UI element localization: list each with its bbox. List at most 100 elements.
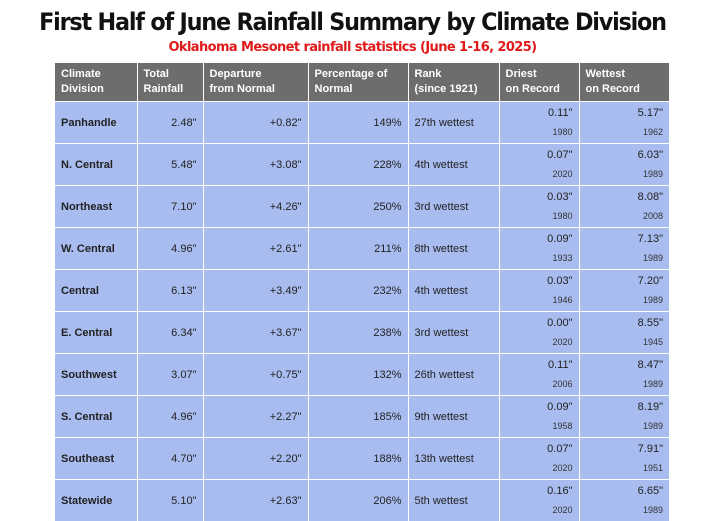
cell-driest: 0.03" 1946 [499,270,579,312]
cell-total-rainfall: 7.10" [137,186,203,228]
driest-value: 0.03" [506,190,573,205]
cell-departure: +2.63" [203,480,308,521]
cell-rank: 27th wettest [408,102,499,144]
cell-rank: 3rd wettest [408,312,499,354]
cell-wettest: 7.13"1989 [579,228,669,270]
cell-total-rainfall: 2.48" [137,102,203,144]
cell-division: Southwest [55,354,137,396]
driest-year: 1933 [506,251,573,265]
cell-percentage: 149% [308,102,408,144]
cell-wettest: 6.65" 1989 [579,480,669,521]
wettest-year: 1945 [586,335,664,349]
cell-percentage: 228% [308,144,408,186]
cell-division: Statewide [55,480,137,521]
cell-wettest: 8.55" 1945 [579,312,669,354]
wettest-value: 7.20" [586,274,664,289]
cell-division: E. Central [55,312,137,354]
wettest-value: 6.65" [586,484,664,499]
cell-driest: 0.09"1958 [499,396,579,438]
cell-division: Southeast [55,438,137,480]
cell-total-rainfall: 6.13" [137,270,203,312]
cell-wettest: 7.91"1951 [579,438,669,480]
wettest-value: 8.47" [586,358,664,373]
wettest-value: 8.19" [586,400,664,415]
cell-total-rainfall: 4.96" [137,396,203,438]
cell-rank: 9th wettest [408,396,499,438]
cell-division: S. Central [55,396,137,438]
cell-departure: +0.75" [203,354,308,396]
cell-departure: +4.26" [203,186,308,228]
cell-departure: +2.20" [203,438,308,480]
wettest-value: 6.03" [586,148,664,163]
cell-departure: +3.49" [203,270,308,312]
cell-division: N. Central [55,144,137,186]
wettest-year: 1989 [586,503,664,517]
cell-wettest: 8.19" 1989 [579,396,669,438]
page-subtitle: Oklahoma Mesonet rainfall statistics (Ju… [0,39,705,57]
wettest-year: 1989 [586,167,664,181]
cell-percentage: 188% [308,438,408,480]
driest-value: 0.11" [506,358,573,373]
cell-departure: +0.82" [203,102,308,144]
cell-total-rainfall: 3.07" [137,354,203,396]
cell-percentage: 132% [308,354,408,396]
driest-year: 1980 [506,209,573,223]
driest-value: 0.09" [506,400,573,415]
cell-departure: +2.61" [203,228,308,270]
driest-year: 1946 [506,293,573,307]
cell-driest: 0.11"1980 [499,102,579,144]
driest-year: 1980 [506,125,573,139]
cell-rank: 3rd wettest [408,186,499,228]
cell-total-rainfall: 5.48" [137,144,203,186]
cell-departure: +3.08" [203,144,308,186]
driest-value: 0.03" [506,274,573,289]
driest-value: 0.16" [506,484,573,499]
cell-percentage: 206% [308,480,408,521]
cell-driest: 0.09" 1933 [499,228,579,270]
wettest-year: 1989 [586,419,664,433]
cell-division: Northeast [55,186,137,228]
wettest-value: 5.17" [586,106,664,121]
cell-percentage: 250% [308,186,408,228]
header-rank: Rank(since 1921) [408,63,499,102]
driest-year: 2020 [506,503,573,517]
cell-wettest: 5.17"1962 [579,102,669,144]
cell-percentage: 238% [308,312,408,354]
driest-value: 0.00" [506,316,573,331]
cell-rank: 5th wettest [408,480,499,521]
cell-total-rainfall: 5.10" [137,480,203,521]
wettest-year: 1989 [586,293,664,307]
wettest-value: 7.91" [586,442,664,457]
cell-departure: +3.67" [203,312,308,354]
cell-driest: 0.00"2020 [499,312,579,354]
cell-percentage: 211% [308,228,408,270]
driest-year: 2006 [506,377,573,391]
cell-rank: 4th wettest [408,270,499,312]
cell-departure: +2.27" [203,396,308,438]
driest-value: 0.09" [506,232,573,247]
cell-rank: 8th wettest [408,228,499,270]
cell-driest: 0.07"2020 [499,144,579,186]
driest-year: 2020 [506,461,573,475]
cell-rank: 13th wettest [408,438,499,480]
wettest-year: 1989 [586,251,664,265]
cell-division: Panhandle [55,102,137,144]
cell-total-rainfall: 6.34" [137,312,203,354]
cell-wettest: 8.08"2008 [579,186,669,228]
wettest-year: 2008 [586,209,664,223]
wettest-value: 8.55" [586,316,664,331]
page-title: First Half of June Rainfall Summary by C… [25,6,681,38]
cell-division: Central [55,270,137,312]
cell-driest: 0.03" 1980 [499,186,579,228]
